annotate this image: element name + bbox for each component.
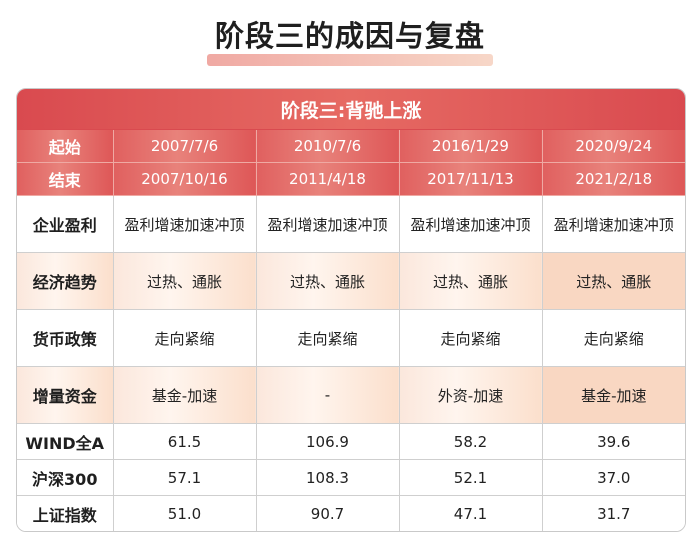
table-row: 上证指数 51.0 90.7 47.1 31.7 (17, 495, 685, 531)
comparison-table: 阶段三:背驰上涨 起始 2007/7/6 2010/7/6 2016/1/29 … (16, 88, 686, 532)
table-cell: 基金-加速 (112, 366, 257, 424)
start-label: 起始 (17, 129, 114, 163)
table-cell: 过热、通胀 (541, 252, 685, 310)
end-date: 2011/4/18 (255, 162, 400, 196)
start-date: 2016/1/29 (398, 129, 543, 163)
table-cell: 盈利增速加速冲顶 (112, 195, 257, 253)
title-underline (206, 54, 493, 66)
table-row: 企业盈利 盈利增速加速冲顶 盈利增速加速冲顶 盈利增速加速冲顶 盈利增速加速冲顶 (17, 195, 685, 253)
row-label: 经济趋势 (17, 252, 114, 310)
table-cell: 108.3 (255, 459, 400, 496)
table-row: 经济趋势 过热、通胀 过热、通胀 过热、通胀 过热、通胀 (17, 252, 685, 310)
row-label: 企业盈利 (17, 195, 114, 253)
table-row: 增量资金 基金-加速 - 外资-加速 基金-加速 (17, 366, 685, 424)
table-cell: 39.6 (541, 423, 685, 460)
row-label: 货币政策 (17, 309, 114, 367)
page-title: 阶段三的成因与复盘 (214, 19, 485, 53)
stage-table: 阶段三:背驰上涨 起始 2007/7/6 2010/7/6 2016/1/29 … (17, 89, 685, 531)
end-date: 2017/11/13 (398, 162, 543, 196)
table-cell: 过热、通胀 (255, 252, 400, 310)
table-cell: 37.0 (541, 459, 685, 496)
end-date: 2021/2/18 (541, 162, 685, 196)
start-date: 2020/9/24 (541, 129, 685, 163)
table-cell: 106.9 (255, 423, 400, 460)
end-row: 结束 2007/10/16 2011/4/18 2017/11/13 2021/… (17, 162, 685, 196)
table-cell: - (255, 366, 400, 424)
row-label: 上证指数 (17, 495, 114, 531)
table-row: 沪深300 57.1 108.3 52.1 37.0 (17, 459, 685, 496)
table-cell: 走向紧缩 (398, 309, 543, 367)
table-cell: 过热、通胀 (398, 252, 543, 310)
end-label: 结束 (17, 162, 114, 196)
start-date: 2007/7/6 (112, 129, 257, 163)
table-cell: 基金-加速 (541, 366, 685, 424)
table-cell: 61.5 (112, 423, 257, 460)
table-cell: 过热、通胀 (112, 252, 257, 310)
table-row: 货币政策 走向紧缩 走向紧缩 走向紧缩 走向紧缩 (17, 309, 685, 367)
table-header-row: 阶段三:背驰上涨 (17, 89, 685, 130)
table-cell: 31.7 (541, 495, 685, 531)
title-block: 阶段三的成因与复盘 (206, 12, 493, 72)
row-label: 沪深300 (17, 459, 114, 496)
start-date: 2010/7/6 (255, 129, 400, 163)
title-area: 阶段三的成因与复盘 (0, 12, 700, 72)
table-cell: 90.7 (255, 495, 400, 531)
table-cell: 52.1 (398, 459, 543, 496)
table-cell: 走向紧缩 (541, 309, 685, 367)
table-cell: 外资-加速 (398, 366, 543, 424)
row-label: 增量资金 (17, 366, 114, 424)
row-label: WIND全A (17, 423, 114, 460)
table-cell: 47.1 (398, 495, 543, 531)
table-row: WIND全A 61.5 106.9 58.2 39.6 (17, 423, 685, 460)
table-cell: 走向紧缩 (255, 309, 400, 367)
table-cell: 盈利增速加速冲顶 (541, 195, 685, 253)
table-cell: 盈利增速加速冲顶 (255, 195, 400, 253)
table-cell: 58.2 (398, 423, 543, 460)
table-cell: 57.1 (112, 459, 257, 496)
start-row: 起始 2007/7/6 2010/7/6 2016/1/29 2020/9/24 (17, 129, 685, 163)
table-cell: 盈利增速加速冲顶 (398, 195, 543, 253)
table-cell: 走向紧缩 (112, 309, 257, 367)
table-cell: 51.0 (112, 495, 257, 531)
table-header: 阶段三:背驰上涨 (17, 89, 685, 130)
end-date: 2007/10/16 (112, 162, 257, 196)
